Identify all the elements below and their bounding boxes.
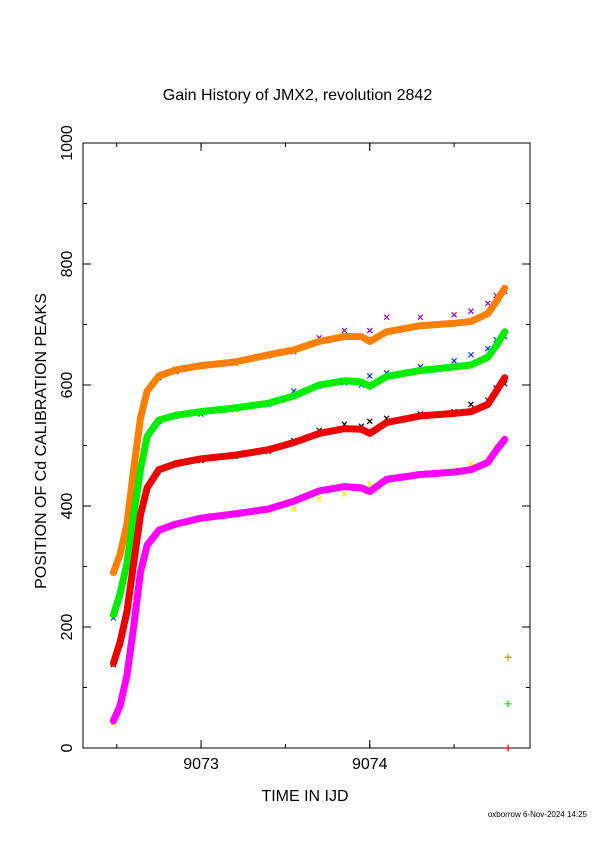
- data-point: [468, 401, 474, 408]
- data-point: [366, 373, 373, 379]
- data-point: [468, 351, 474, 358]
- footer-timestamp: oxborrow 6-Nov-2024 14:25: [487, 810, 587, 819]
- data-point: [451, 311, 458, 318]
- series-fit-6: [109, 374, 509, 667]
- y-tick-label: 200: [59, 614, 76, 641]
- series-fit-7: [109, 435, 509, 725]
- data-point: [366, 327, 373, 334]
- data-point: [484, 300, 491, 307]
- data-point: [341, 327, 348, 334]
- fit-line: [109, 284, 509, 576]
- series-points-3: [110, 439, 508, 727]
- x-tick-label: 9074: [352, 756, 388, 773]
- plus-marker: [504, 744, 512, 752]
- data-point: [383, 314, 390, 321]
- chart-title: Gain History of JMX2, revolution 2842: [162, 87, 433, 104]
- data-point: [451, 357, 458, 364]
- data-point: [366, 481, 373, 488]
- x-tick-label: 9073: [183, 756, 219, 773]
- series-points-0: [110, 288, 508, 576]
- data-point: [316, 495, 323, 502]
- data-layer: [109, 284, 509, 727]
- data-point: [366, 418, 373, 425]
- y-tick-label: 1000: [59, 125, 76, 161]
- fit-line: [109, 435, 509, 725]
- axis-ticks: 0 200 400 600 800 1000 9073 9074: [59, 125, 530, 773]
- y-tick-label: 0: [59, 743, 76, 752]
- series-fit-4: [109, 284, 509, 576]
- data-point: [468, 308, 474, 315]
- y-tick-label: 400: [59, 493, 76, 520]
- series-points-1: [110, 333, 508, 621]
- data-point: [417, 314, 424, 321]
- plus-marker: [504, 653, 512, 661]
- plot-frame: [82, 142, 531, 749]
- y-tick-label: 600: [59, 372, 76, 399]
- data-point: [341, 490, 348, 497]
- plus-marker: [504, 700, 512, 708]
- y-tick-label: 800: [59, 251, 76, 278]
- y-axis-label: POSITION OF Cd CALIBRATION PEAKS: [33, 293, 50, 589]
- series-fit-5: [109, 328, 509, 619]
- fit-line: [109, 328, 509, 619]
- data-point: [290, 506, 297, 512]
- fit-line: [109, 374, 509, 667]
- x-axis-label: TIME IN IJD: [261, 788, 349, 805]
- marker-layer: [504, 653, 512, 752]
